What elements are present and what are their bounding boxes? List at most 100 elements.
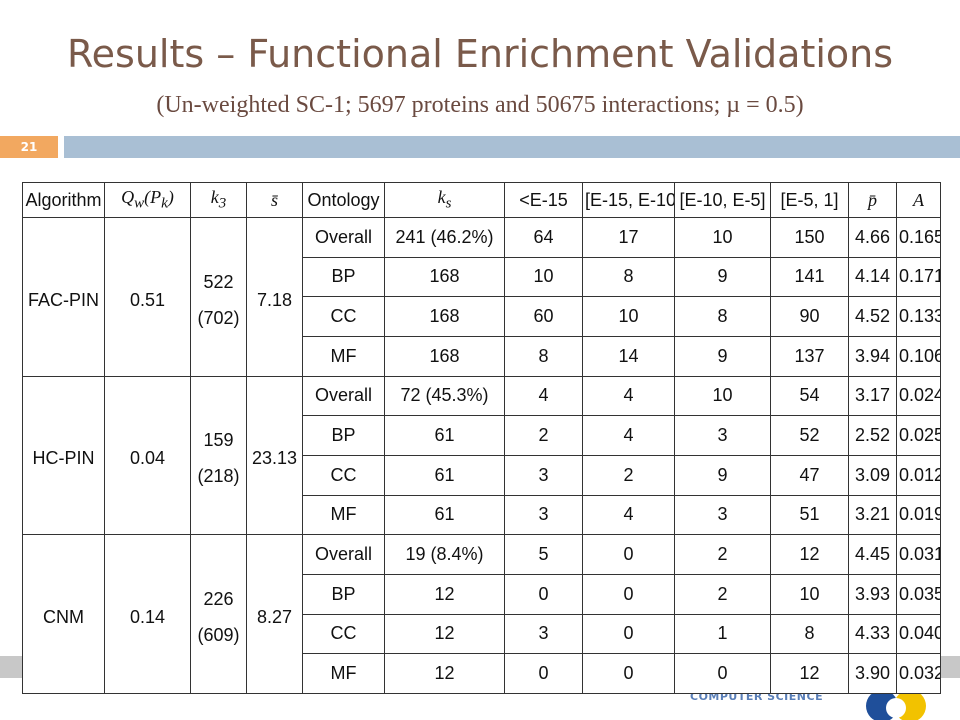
cell-p-bar: 4.52 [848,296,897,337]
cell-ontology: Overall [302,375,385,417]
cell-ontology: BP [302,573,385,615]
slide-number: 21 [0,136,58,158]
cell-e5-1: 137 [770,335,849,377]
cell-lt-e15: 3 [504,454,583,496]
cell-e15-e10: 17 [582,217,675,258]
cell-k3-total: (609) [197,625,240,646]
cell-s-bar: 8.27 [246,534,303,694]
cell-algorithm: CNM [22,534,105,694]
cell-p-bar: 3.90 [848,653,897,694]
slide-title: Results – Functional Enrichment Validati… [66,32,894,76]
cell-e15-e10: 0 [582,534,675,575]
cell-e10-e5: 9 [674,256,771,298]
cell-p-bar: 4.14 [848,256,897,298]
cell-lt-e15: 64 [504,217,583,258]
cell-a: 0.165 [896,217,941,258]
table-row: BP 61 2 4 3 52 2.52 0.025 [23,415,941,456]
cell-ks: 12 [384,653,505,694]
results-table-container: Algorithm Qw(Pk) k3 s̄ Ontology ks <E-15… [22,182,941,694]
cell-algorithm: FAC-PIN [22,217,105,377]
cell-a: 0.133 [896,296,941,337]
cell-lt-e15: 10 [504,256,583,298]
cell-ks: 12 [384,613,505,655]
cell-ks: 168 [384,296,505,337]
cell-e10-e5: 9 [674,454,771,496]
cell-a: 0.031 [896,534,941,575]
cell-e5-1: 10 [770,573,849,615]
cell-lt-e15: 3 [504,494,583,536]
cell-e15-e10: 0 [582,613,675,655]
cell-a: 0.019 [896,494,941,536]
cell-e5-1: 12 [770,653,849,694]
table-header-row: Algorithm Qw(Pk) k3 s̄ Ontology ks <E-15… [22,182,941,218]
header-ks: ks [384,182,505,218]
cell-a: 0.171 [896,256,941,298]
header-algorithm: Algorithm [22,182,105,218]
cell-ontology: MF [302,653,385,694]
header-ontology: Ontology [302,182,385,218]
cell-k3: 522 (702) [190,217,247,377]
cell-e5-1: 90 [770,296,849,337]
cell-a: 0.035 [896,573,941,615]
cell-algorithm: HC-PIN [22,375,105,536]
cell-p-bar: 4.33 [848,613,897,655]
table-row: CC 12 3 0 1 8 4.33 0.040 [23,613,941,655]
cell-p-bar: 4.45 [848,534,897,575]
cell-qw: 0.14 [104,534,191,694]
cell-a: 0.040 [896,613,941,655]
cell-ontology: CC [302,296,385,337]
header-lt-e15: <E-15 [504,182,583,218]
cell-k3-total: (702) [197,307,240,328]
cell-ks: 168 [384,256,505,298]
cell-ks: 61 [384,454,505,496]
cell-e5-1: 52 [770,415,849,456]
cell-ks: 241 (46.2%) [384,217,505,258]
cell-qw: 0.51 [104,217,191,377]
cell-ontology: Overall [302,217,385,258]
table-row: CNM 0.14 226 (609) 8.27 Overall 19 (8.4%)… [22,534,941,694]
cell-ontology: CC [302,454,385,496]
cell-e5-1: 150 [770,217,849,258]
cell-e10-e5: 10 [674,217,771,258]
cell-ontology: MF [302,335,385,377]
header-qw: Qw(Pk) [104,182,191,218]
header-e15-e10: [E-15, E-10] [582,182,675,218]
header-bar [64,136,960,158]
cell-p-bar: 3.94 [848,335,897,377]
cell-a: 0.024 [896,375,941,417]
cell-lt-e15: 8 [504,335,583,377]
cell-lt-e15: 5 [504,534,583,575]
cell-e15-e10: 2 [582,454,675,496]
cell-k3: 159 (218) [190,375,247,536]
cell-ks: 61 [384,494,505,536]
cell-e10-e5: 3 [674,494,771,536]
cell-k3-value: 226 [203,589,234,610]
cell-e5-1: 54 [770,375,849,417]
table-row: CC 61 3 2 9 47 3.09 0.012 [23,454,941,496]
cell-lt-e15: 0 [504,653,583,694]
header-a: A [896,182,941,218]
cell-e5-1: 12 [770,534,849,575]
cell-p-bar: 3.17 [848,375,897,417]
cell-lt-e15: 60 [504,296,583,337]
cell-lt-e15: 4 [504,375,583,417]
cell-lt-e15: 3 [504,613,583,655]
cell-p-bar: 3.09 [848,454,897,496]
cell-s-bar: 23.13 [246,375,303,536]
cell-e10-e5: 2 [674,534,771,575]
header-e10-e5: [E-10, E-5] [674,182,771,218]
table-row: HC-PIN 0.04 159 (218) 23.13 Overall 72 (4… [22,375,941,536]
cell-e15-e10: 8 [582,256,675,298]
cell-ks: 168 [384,335,505,377]
cell-e15-e10: 0 [582,653,675,694]
cell-e15-e10: 4 [582,494,675,536]
cell-ontology: BP [302,256,385,298]
cell-p-bar: 4.66 [848,217,897,258]
cell-e5-1: 8 [770,613,849,655]
table-row: MF 168 8 14 9 137 3.94 0.106 [23,335,941,377]
slide-subtitle: (Un-weighted SC-1; 5697 proteins and 506… [156,92,804,118]
cell-k3: 226 (609) [190,534,247,694]
cell-e5-1: 141 [770,256,849,298]
cell-a: 0.025 [896,415,941,456]
cell-a: 0.012 [896,454,941,496]
